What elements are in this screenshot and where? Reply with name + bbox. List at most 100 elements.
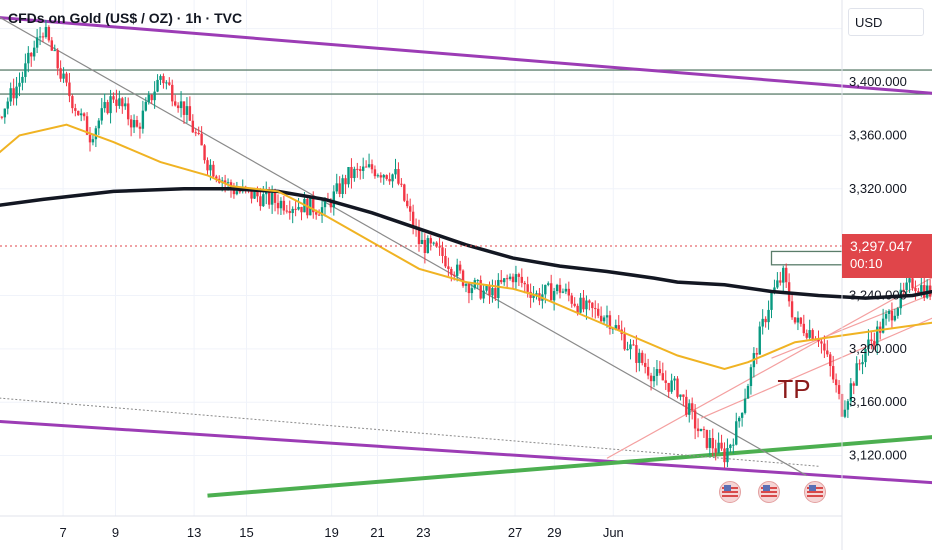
- candle-body: [887, 310, 891, 314]
- candle-body: [273, 192, 277, 203]
- price-zone: [0, 69, 932, 95]
- candle-body: [426, 238, 430, 254]
- candle-body: [394, 169, 397, 175]
- candle-body: [805, 333, 808, 338]
- candle-body: [823, 343, 826, 351]
- candle-body: [453, 274, 456, 276]
- candle-body: [403, 184, 406, 201]
- candle-body: [285, 210, 289, 212]
- candle-body: [908, 278, 911, 283]
- candle-body: [585, 300, 588, 310]
- candle-body: [138, 126, 142, 129]
- candle-body: [740, 412, 744, 418]
- candle-body: [115, 99, 118, 106]
- candle-body: [44, 27, 48, 38]
- candle-body: [617, 325, 620, 330]
- candle-body: [905, 282, 908, 291]
- candle-body: [253, 191, 256, 199]
- candle-body: [165, 82, 168, 84]
- candle-body: [881, 318, 885, 333]
- candle-body: [388, 178, 391, 182]
- candle-body: [920, 285, 923, 293]
- candle-body: [690, 403, 694, 411]
- candle-body: [191, 120, 195, 133]
- candle-body: [450, 268, 453, 275]
- candle-body: [732, 444, 735, 446]
- candle-body: [705, 429, 709, 448]
- us-flag-icon[interactable]: [804, 481, 826, 503]
- candle-body: [641, 352, 644, 363]
- time-tick-label: 23: [416, 525, 430, 540]
- candle-body: [649, 375, 653, 382]
- candle-body: [599, 315, 603, 322]
- candle-body: [74, 108, 77, 111]
- candle-body: [171, 84, 174, 102]
- candle-body: [549, 283, 553, 301]
- us-flag-icon[interactable]: [758, 481, 780, 503]
- candle-body: [702, 429, 706, 431]
- candle-body: [288, 210, 291, 214]
- candle-body: [570, 295, 573, 304]
- candle-body: [367, 164, 371, 167]
- candle-body: [185, 106, 189, 115]
- candle-body: [379, 175, 383, 178]
- last-price-value: 3,297.047: [850, 238, 913, 254]
- candle-body: [479, 279, 482, 299]
- candle-body: [829, 354, 832, 367]
- time-axis-labels: 7 9 13 15 19 21 23 27 29 Jun: [59, 525, 623, 540]
- fast-moving-average: [0, 123, 932, 370]
- candle-body: [370, 164, 374, 170]
- candle-body: [532, 294, 535, 298]
- candle-body: [62, 73, 65, 79]
- candle-body: [494, 288, 497, 298]
- candle-body: [135, 120, 139, 127]
- candle-body: [688, 403, 691, 415]
- candle-body: [124, 103, 127, 107]
- candle-body: [820, 341, 823, 344]
- candle-body: [182, 101, 186, 115]
- candle-body: [179, 101, 183, 109]
- candle-body: [91, 139, 95, 143]
- candle-body: [673, 378, 676, 381]
- candle-body: [782, 267, 785, 283]
- candle-body: [591, 302, 594, 309]
- candle-body: [849, 383, 853, 402]
- candle-body: [150, 94, 153, 101]
- candle-body: [629, 344, 632, 350]
- candle-body: [350, 167, 353, 179]
- candle-body: [317, 214, 321, 216]
- candle-body: [0, 116, 4, 118]
- candle-body: [605, 315, 609, 318]
- candle-body: [212, 164, 215, 177]
- candle-body: [15, 86, 18, 99]
- channel-trendline: [771, 293, 932, 359]
- time-tick-label: 13: [187, 525, 201, 540]
- candle-body: [194, 132, 197, 134]
- candle-body: [314, 212, 318, 215]
- green-trendline: [207, 435, 932, 498]
- candle-body: [147, 94, 150, 102]
- candle-body: [588, 300, 591, 303]
- candle-body: [361, 166, 365, 171]
- candle-body: [890, 310, 894, 321]
- candle-body: [467, 284, 471, 294]
- candle-body: [438, 246, 441, 248]
- candle-body: [735, 421, 738, 445]
- candle-body: [256, 191, 259, 197]
- candle-body: [173, 101, 177, 106]
- price-tick-label: 3,360.000: [849, 127, 907, 142]
- us-flag-icon[interactable]: [719, 481, 741, 503]
- candle-body: [461, 270, 465, 286]
- candle-body: [347, 167, 350, 185]
- currency-button[interactable]: USD: [848, 8, 924, 36]
- candle-body: [723, 448, 726, 463]
- candle-body: [397, 169, 400, 184]
- candle-body: [94, 128, 98, 140]
- candle-body: [200, 133, 203, 146]
- price-axis-labels: 3,440.0003,400.0003,360.0003,320.0003,24…: [849, 21, 907, 463]
- candle-body: [338, 183, 341, 194]
- candle-body: [21, 76, 24, 83]
- price-tick-label: 3,200.000: [849, 341, 907, 356]
- candle-body: [385, 175, 388, 179]
